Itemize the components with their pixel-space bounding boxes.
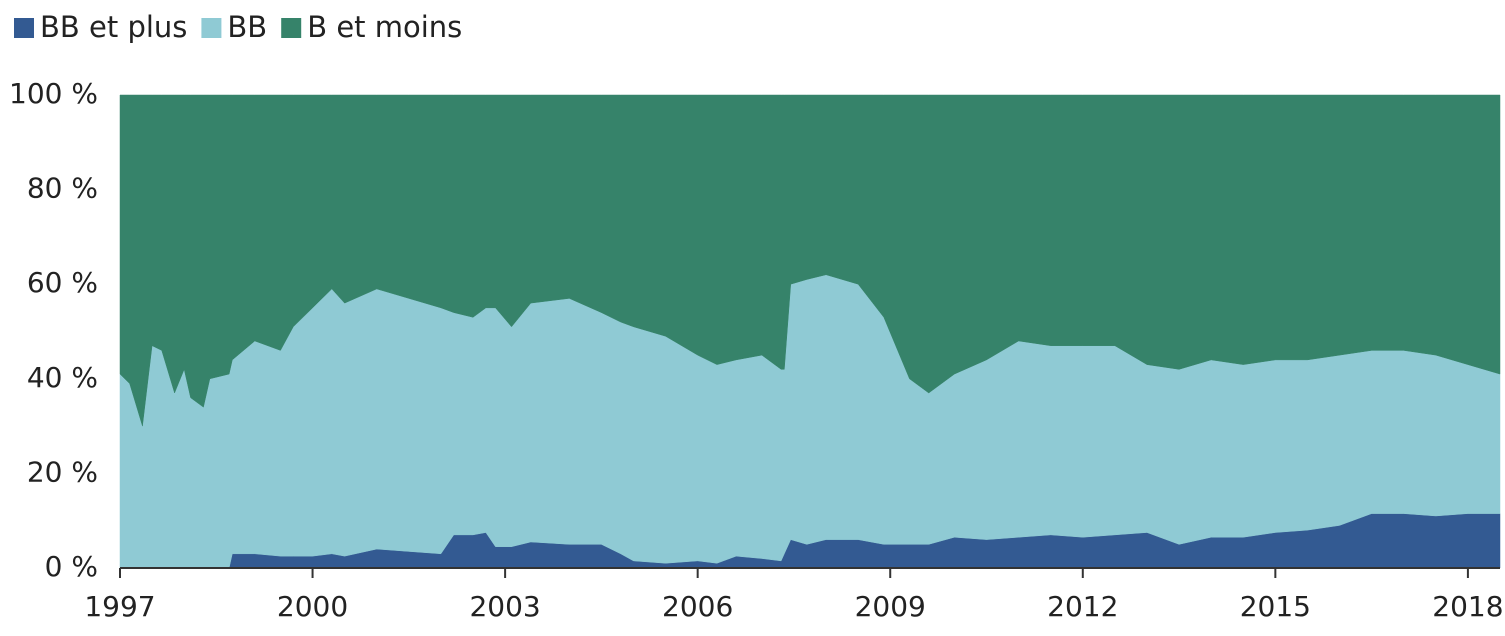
- y-tick-label: 20 %: [27, 455, 98, 488]
- x-tick-label: 2009: [855, 590, 926, 623]
- x-tick-label: 2018: [1432, 590, 1503, 623]
- x-tick-label: 2003: [469, 590, 540, 623]
- legend-label: BB et plus: [40, 10, 187, 44]
- legend-swatch: [201, 18, 222, 38]
- x-tick-label: 2006: [662, 590, 733, 623]
- legend-label: B et moins: [307, 10, 462, 44]
- x-tick-label: 2012: [1047, 590, 1118, 623]
- x-tick-label: 2000: [277, 590, 348, 623]
- y-tick-label: 60 %: [27, 266, 98, 299]
- legend-swatch: [14, 18, 34, 38]
- x-tick-label: 2015: [1240, 590, 1311, 623]
- y-tick-label: 40 %: [27, 361, 98, 394]
- legend-swatch: [281, 18, 302, 38]
- y-tick-label: 80 %: [27, 172, 98, 205]
- y-tick-label: 100 %: [9, 77, 98, 110]
- area: [119, 94, 1501, 427]
- y-tick-label: 0 %: [45, 550, 98, 583]
- x-tick-label: 1997: [84, 590, 155, 623]
- legend-label: BB: [227, 10, 267, 44]
